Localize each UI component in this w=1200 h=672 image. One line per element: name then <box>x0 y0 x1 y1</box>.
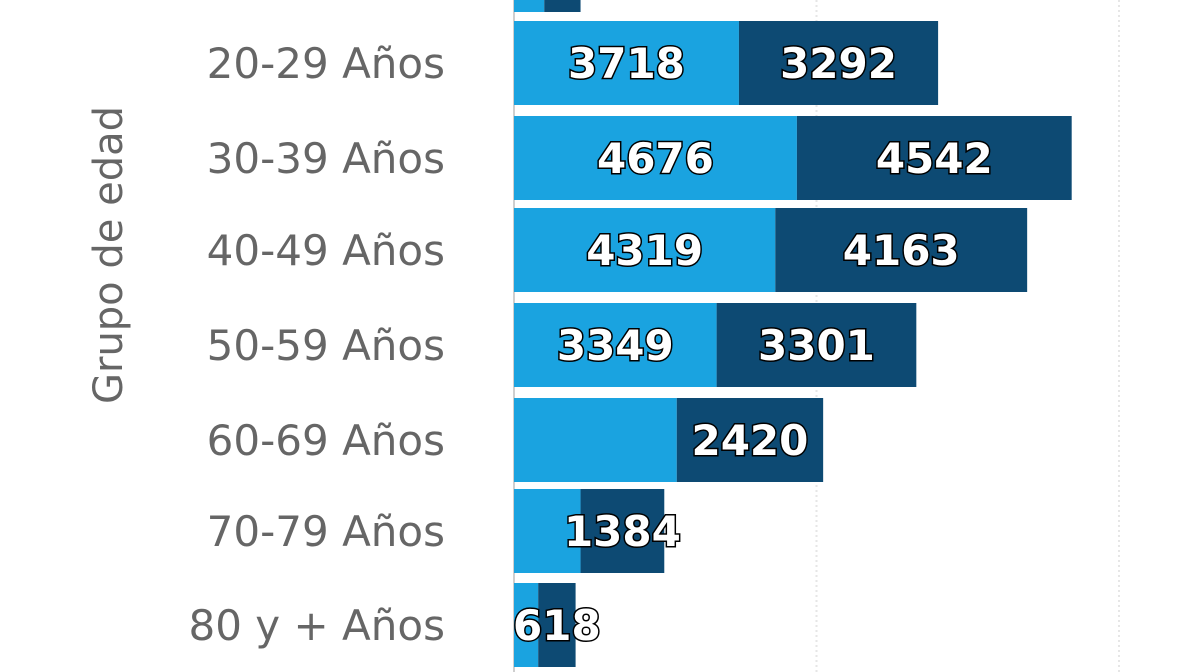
bar-1-1 <box>738 21 939 105</box>
bar-0-7 <box>514 583 539 667</box>
bar-1-7 <box>538 583 576 667</box>
bar-0-4 <box>514 303 717 387</box>
data-label-1-1: 3292 <box>780 39 897 88</box>
bars <box>514 0 1072 667</box>
data-label-0-2: 4676 <box>597 134 714 183</box>
y-axis-title: Grupo de edad <box>86 106 132 404</box>
bar-0-5 <box>514 398 677 482</box>
labels: 3718 3292 20-29 Años 4676 4542 30-39 Años 4319… <box>189 38 995 652</box>
data-label-0-4: 3349 <box>557 321 674 370</box>
category-label-5: 60-69 Años <box>207 416 445 465</box>
category-label-1: 20-29 Años <box>207 39 445 88</box>
bar-1-2 <box>796 116 1072 200</box>
bar-0-3 <box>514 208 776 292</box>
bar-1-5 <box>676 398 824 482</box>
category-label-3: 40-49 Años <box>207 226 445 275</box>
category-label-7: 80 y + Años <box>189 601 445 650</box>
bar-1-4 <box>716 303 917 387</box>
data-label-1-2: 4542 <box>876 134 993 183</box>
data-label-1-5: 2420 <box>691 416 808 465</box>
bar-0-0 <box>514 0 545 12</box>
category-label-4: 50-59 Años <box>207 321 445 370</box>
bar-1-6 <box>580 489 665 573</box>
bar-1-0 <box>544 0 581 12</box>
data-label-1-3: 4163 <box>843 226 960 275</box>
data-label-1-7: 618 <box>513 601 601 650</box>
bar-0-6 <box>514 489 581 573</box>
data-label-0-3: 4319 <box>586 226 703 275</box>
data-label-1-4: 3301 <box>758 321 875 370</box>
category-label-2: 30-39 Años <box>207 134 445 183</box>
data-label-0-1: 3718 <box>568 39 685 88</box>
data-label-1-6: 1384 <box>564 507 681 556</box>
bar-0-1 <box>514 21 739 105</box>
bar-1-3 <box>775 208 1028 292</box>
bar-0-2 <box>514 116 797 200</box>
category-label-6: 70-79 Años <box>207 507 445 556</box>
